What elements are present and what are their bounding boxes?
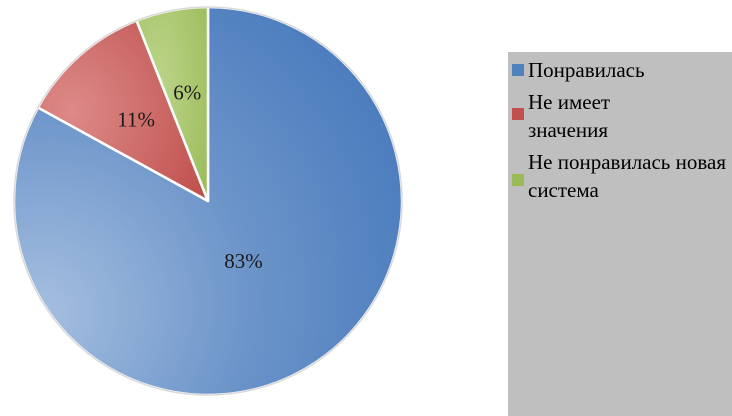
legend-swatch-indifferent	[512, 108, 524, 120]
legend: Понравилась Не имеет значения Не понрави…	[508, 52, 732, 416]
pie-chart: 83% 11% 6%	[12, 5, 404, 397]
pie-slices	[12, 5, 404, 397]
legend-label-liked: Понравилась	[528, 58, 645, 82]
data-label-disliked: 6%	[173, 80, 201, 104]
legend-swatch-disliked	[512, 174, 524, 186]
pie-data-labels: 83% 11% 6%	[117, 80, 263, 273]
legend-label-disliked: Не понравилась новая система	[528, 150, 726, 202]
legend-swatch-liked	[512, 64, 524, 76]
legend-label-indifferent: Не имеет значения	[528, 90, 611, 142]
data-label-liked: 83%	[224, 249, 263, 273]
data-label-indifferent: 11%	[117, 108, 155, 132]
pie-outline	[13, 6, 403, 396]
